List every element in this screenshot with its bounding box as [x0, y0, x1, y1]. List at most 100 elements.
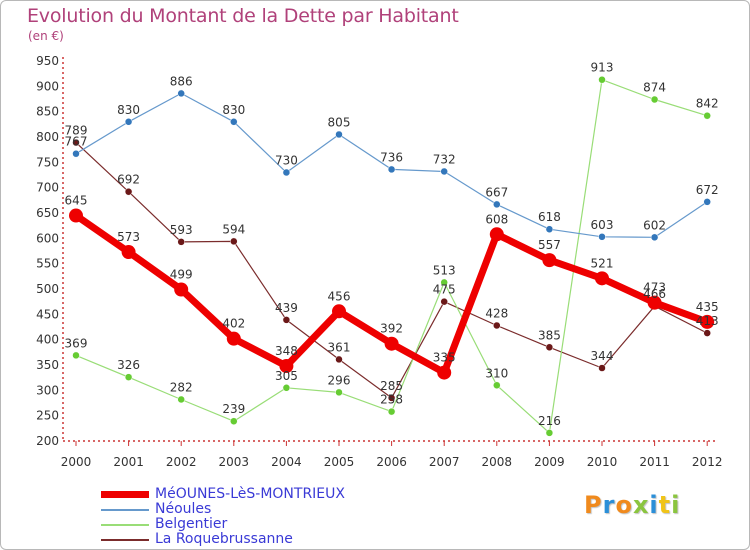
legend-label-roquebrussanne: La Roquebrussanne [155, 531, 293, 547]
series-line-n-oules [75, 92, 708, 238]
data-point-m-ounes-l-s-montrieux [700, 314, 715, 329]
data-point-m-ounes-l-s-montrieux [121, 245, 136, 260]
data-labels: 789 692 593 594 439 361 285 475 428 385 344 466 413 3… [65, 61, 719, 428]
data-point-belgentier [282, 384, 291, 392]
data-point-la-roquebrussanne [335, 355, 343, 364]
data-label-belgentier: 239 [222, 402, 245, 416]
x-tick-label: 2002 [166, 455, 197, 469]
data-point-m-ounes-l-s-montrieux [384, 336, 399, 351]
data-point-m-ounes-l-s-montrieux [332, 304, 346, 319]
data-point-belgentier [493, 381, 501, 390]
data-label-m-ounes-l-s-montrieux: 573 [117, 230, 140, 244]
data-label-la-roquebrussanne: 475 [433, 283, 456, 297]
x-tick-label: 2003 [219, 455, 250, 469]
data-point-m-ounes-l-s-montrieux [647, 295, 662, 310]
data-label-m-ounes-l-s-montrieux: 557 [538, 238, 561, 252]
data-label-n-oules: 602 [643, 218, 666, 232]
data-label-m-ounes-l-s-montrieux: 335 [433, 351, 456, 365]
data-label-la-roquebrussanne: 385 [538, 328, 561, 342]
x-tick-label: 2000 [61, 455, 92, 469]
data-point-n-oules [282, 168, 291, 177]
x-tick-label: 2011 [639, 455, 670, 469]
data-point-la-roquebrussanne [545, 343, 554, 352]
x-tick-label: 2001 [113, 455, 144, 469]
data-label-la-roquebrussanne: 413 [696, 314, 719, 328]
data-label-belgentier: 305 [275, 369, 298, 383]
data-point-la-roquebrussanne [440, 297, 448, 306]
data-point-n-oules [545, 225, 554, 233]
data-point-belgentier [440, 278, 448, 287]
series-layer [69, 75, 715, 437]
y-tick-label: 400 [36, 333, 59, 347]
data-point-m-ounes-l-s-montrieux [437, 365, 452, 380]
legend-label-meounes: MéOUNES-LèS-MONTRIEUX [155, 486, 345, 502]
data-label-n-oules: 667 [485, 185, 508, 199]
data-label-n-oules: 603 [591, 218, 614, 232]
y-tick-label: 500 [36, 282, 59, 296]
data-label-la-roquebrussanne: 593 [170, 223, 193, 237]
data-label-belgentier: 310 [485, 366, 508, 380]
data-label-belgentier: 842 [696, 97, 719, 111]
legend-swatch-meounes [101, 491, 149, 498]
x-tick-label: 2005 [324, 455, 355, 469]
legend-swatch-belgentier [101, 523, 149, 526]
data-point-m-ounes-l-s-montrieux [174, 282, 189, 297]
x-tick-label: 2007 [429, 455, 460, 469]
data-label-belgentier: 296 [328, 373, 351, 387]
data-point-la-roquebrussanne [230, 237, 238, 246]
axes: 200 250 300 350 400 450 500 550 600 650 700 750 800 8… [36, 54, 722, 469]
data-point-la-roquebrussanne [282, 316, 291, 324]
data-point-m-ounes-l-s-montrieux [226, 331, 241, 346]
data-point-n-oules [703, 198, 711, 206]
data-point-belgentier [72, 351, 80, 360]
data-point-belgentier [650, 95, 659, 104]
data-point-la-roquebrussanne [124, 187, 133, 196]
proxiti-logo: Proxiti [584, 491, 681, 519]
data-label-m-ounes-l-s-montrieux: 402 [222, 317, 245, 331]
data-label-la-roquebrussanne: 692 [117, 173, 140, 187]
data-point-belgentier [545, 429, 554, 437]
data-point-m-ounes-l-s-montrieux [489, 227, 504, 242]
data-label-belgentier: 326 [117, 358, 140, 372]
legend: MéOUNES-LèS-MONTRIEUX Néoules Belgentier… [101, 487, 345, 547]
data-label-m-ounes-l-s-montrieux: 608 [485, 212, 508, 226]
y-tick-label: 850 [36, 105, 59, 119]
legend-label-neoules: Néoules [155, 501, 212, 517]
data-label-la-roquebrussanne: 439 [275, 301, 298, 315]
data-label-n-oules: 805 [328, 115, 351, 129]
data-point-n-oules [177, 89, 185, 98]
data-label-belgentier: 913 [591, 61, 614, 75]
y-tick-label: 250 [36, 409, 59, 423]
y-tick-label: 950 [36, 54, 59, 68]
chart-title: Evolution du Montant de la Dette par Hab… [27, 5, 459, 27]
data-point-n-oules [650, 233, 659, 242]
legend-item-belgentier: Belgentier [101, 517, 345, 532]
y-tick-label: 550 [36, 257, 59, 271]
data-label-belgentier: 216 [538, 414, 561, 428]
data-label-m-ounes-l-s-montrieux: 499 [170, 268, 193, 282]
y-tick-label: 600 [36, 231, 59, 245]
legend-swatch-roquebrussanne [101, 538, 149, 541]
data-point-n-oules [335, 130, 343, 139]
data-label-n-oules: 830 [222, 103, 245, 117]
y-tick-label: 700 [36, 181, 59, 195]
data-point-n-oules [124, 118, 133, 126]
y-tick-label: 750 [36, 155, 59, 169]
legend-item-roquebrussanne: La Roquebrussanne [101, 532, 345, 547]
data-label-la-roquebrussanne: 466 [643, 287, 666, 301]
data-label-belgentier: 369 [65, 336, 88, 350]
legend-item-neoules: Néoules [101, 502, 345, 517]
data-point-n-oules [230, 118, 238, 126]
data-label-n-oules: 672 [696, 183, 719, 197]
data-point-belgentier [230, 417, 238, 425]
data-label-n-oules: 730 [275, 153, 298, 167]
data-label-n-oules: 886 [170, 74, 193, 88]
data-point-n-oules [387, 165, 396, 174]
x-tick-label: 2006 [376, 455, 407, 469]
data-label-m-ounes-l-s-montrieux: 348 [275, 344, 298, 358]
data-point-belgentier [335, 388, 343, 397]
data-label-belgentier: 874 [643, 81, 666, 95]
data-label-m-ounes-l-s-montrieux: 521 [591, 256, 614, 270]
data-label-m-ounes-l-s-montrieux: 645 [65, 194, 88, 208]
